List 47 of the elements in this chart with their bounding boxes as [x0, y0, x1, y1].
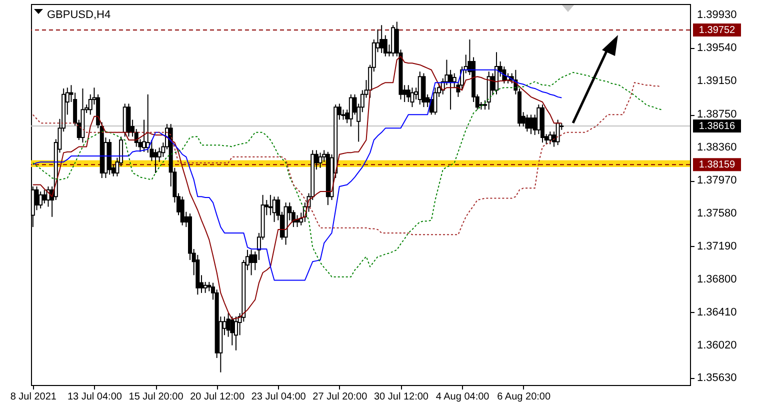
y-tick-label: 1.36410	[697, 306, 737, 318]
x-tick-label: 30 Jul 12:00	[374, 392, 429, 402]
ref-line-label: 1.38616	[698, 120, 736, 132]
candlestick	[154, 148, 158, 174]
candlestick	[268, 194, 272, 216]
candlestick	[548, 131, 552, 145]
candlestick	[234, 316, 238, 351]
candlestick	[42, 189, 46, 204]
x-tick-label: 13 Jul 04:00	[67, 392, 122, 402]
x-tick-label: 8 Jul 2021	[10, 392, 57, 402]
line-series	[32, 82, 662, 236]
y-tick-label: 1.38360	[697, 142, 737, 154]
candlestick	[410, 87, 414, 108]
y-tick-label: 1.37970	[697, 174, 737, 187]
y-tick-label: 1.37190	[697, 240, 737, 252]
y-tick-label: 1.37580	[697, 208, 737, 220]
candlestick	[203, 281, 208, 294]
x-tick-label: 27 Jul 20:00	[312, 392, 368, 402]
candlestick	[180, 196, 184, 226]
y-tick-label: 1.36020	[697, 339, 737, 352]
chart-title: GBPUSD,H4	[47, 9, 111, 21]
x-tick-label: 6 Aug 20:00	[497, 392, 551, 402]
line-series	[32, 72, 662, 278]
y-tick-label: 1.35630	[697, 372, 737, 384]
y-tick-label: 1.39150	[697, 74, 737, 87]
candlestick	[536, 104, 541, 135]
y-tick-label: 1.38750	[697, 108, 737, 121]
x-tick-label: 20 Jul 12:00	[190, 392, 245, 402]
candlestick	[380, 24, 384, 54]
candlestick	[318, 152, 322, 168]
candlestick	[556, 119, 560, 146]
candlestick	[433, 87, 438, 116]
y-tick-label: 1.36800	[697, 273, 737, 286]
candlestick	[348, 94, 353, 127]
x-tick-label: 4 Aug 04:00	[436, 392, 490, 402]
candlestick	[226, 312, 230, 338]
ref-line-label: 1.38159	[698, 160, 736, 171]
y-tick-label: 1.39930	[697, 8, 737, 21]
candlestick	[448, 69, 453, 110]
candlestick	[528, 114, 533, 135]
y-tick-label: 1.39540	[697, 42, 737, 54]
x-tick-label: 15 Jul 20:00	[128, 392, 184, 402]
candlestick	[494, 52, 499, 95]
candlestick	[525, 114, 530, 132]
ref-line-label: 1.39752	[698, 25, 736, 36]
candlestick	[38, 191, 43, 209]
x-tick-label: 23 Jul 04:00	[251, 392, 306, 402]
